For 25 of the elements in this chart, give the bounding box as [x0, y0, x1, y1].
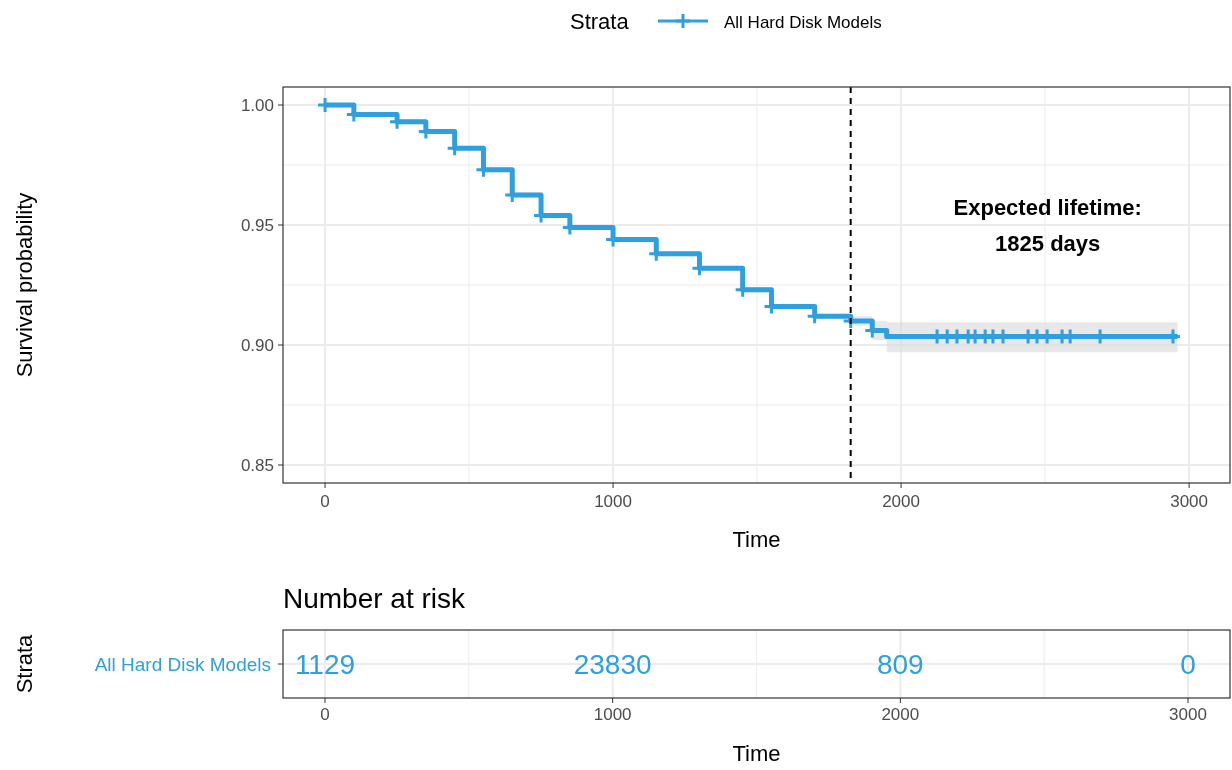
legend-label: All Hard Disk Models [724, 13, 882, 32]
x-axis-title: Time [732, 741, 781, 766]
data-label: 0 [1180, 649, 1196, 680]
x-tick-label: 0 [320, 705, 330, 724]
x-tick-label: 1000 [593, 705, 632, 724]
x-axis-title: Time [732, 527, 781, 552]
y-tick-label: 0.95 [240, 216, 274, 235]
x-tick-label: 2000 [881, 705, 920, 724]
data-label: 1129 [294, 649, 356, 680]
y-tick-label: 0.90 [240, 336, 274, 355]
data-label: 809 [876, 649, 924, 680]
y-tick-label: All Hard Disk Models [94, 654, 271, 675]
y-tick-label: 0.85 [240, 456, 274, 475]
x-tick-label: 2000 [882, 492, 920, 511]
x-tick-label: 3000 [1170, 492, 1209, 511]
y-axis-title: Strata [12, 633, 37, 694]
ref-line-label: Expected lifetime: 1825 days [953, 195, 1142, 256]
x-tick-label: 1000 [594, 492, 632, 511]
x-tick-label: 0 [320, 492, 330, 511]
chart-title: Number at risk [283, 583, 467, 614]
x-tick-label: 3000 [1169, 705, 1207, 724]
legend-title: Strata [570, 9, 630, 34]
data-label: 23830 [573, 649, 652, 680]
y-axis-title: Survival probability [12, 192, 37, 378]
y-tick-label: 1.00 [240, 96, 274, 115]
